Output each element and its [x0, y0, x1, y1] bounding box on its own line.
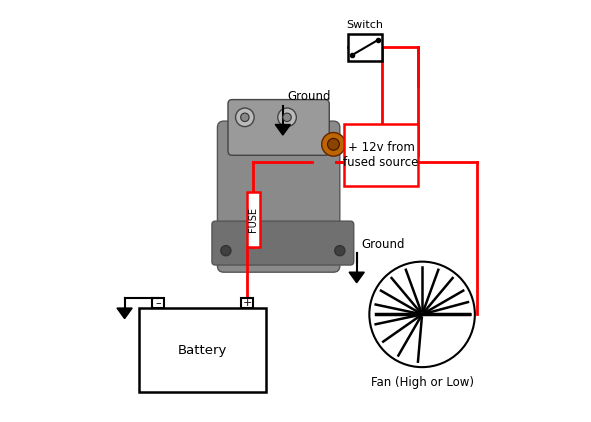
Bar	[348, 34, 382, 61]
Circle shape	[278, 108, 296, 127]
Circle shape	[283, 113, 291, 122]
Bar	[241, 298, 253, 308]
FancyBboxPatch shape	[228, 100, 329, 155]
Bar	[139, 308, 266, 392]
Text: Fan (High or Low): Fan (High or Low)	[371, 376, 473, 390]
Bar	[247, 192, 259, 247]
Polygon shape	[349, 272, 364, 283]
Bar	[344, 124, 418, 186]
Text: Ground: Ground	[361, 238, 404, 251]
Circle shape	[369, 262, 475, 367]
Text: FUSE: FUSE	[248, 207, 258, 232]
Circle shape	[236, 108, 254, 127]
Text: + 12v from
fused source: + 12v from fused source	[343, 141, 418, 169]
Text: Switch: Switch	[347, 19, 384, 30]
Text: –: –	[155, 298, 161, 308]
Bar	[152, 298, 164, 308]
Circle shape	[241, 113, 249, 122]
Circle shape	[327, 138, 339, 150]
Text: Battery: Battery	[178, 344, 228, 357]
FancyBboxPatch shape	[217, 121, 340, 272]
FancyBboxPatch shape	[212, 221, 354, 265]
Text: Ground: Ground	[287, 90, 330, 103]
Text: +: +	[242, 298, 252, 308]
Polygon shape	[275, 124, 290, 135]
Circle shape	[335, 246, 345, 256]
Circle shape	[322, 133, 345, 156]
Polygon shape	[117, 308, 132, 319]
Circle shape	[221, 246, 231, 256]
